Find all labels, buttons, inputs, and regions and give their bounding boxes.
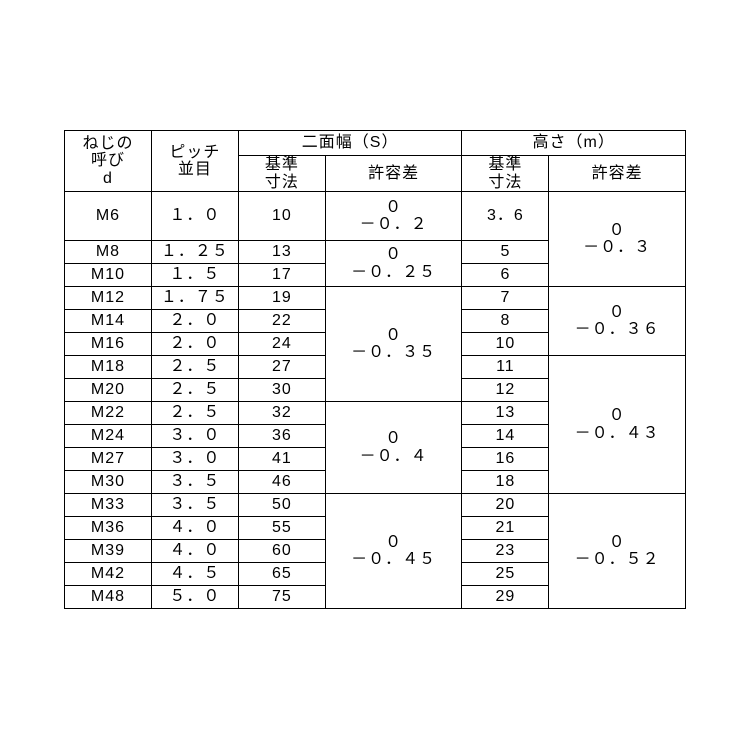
cell-d: M18 [65,356,152,379]
cell-m: 11 [462,356,549,379]
cell-m: 13 [462,402,549,425]
cell-m: 12 [462,379,549,402]
cell-pitch: ５．０ [151,586,238,609]
cell-s-tolerance: ０ －０．３５ [325,287,462,402]
cell-d: M36 [65,517,152,540]
cell-pitch: ４．０ [151,540,238,563]
spec-table: ねじの 呼び dピッチ 並目二面幅（S）高さ（m）基準 寸法許容差基準 寸法許容… [64,130,686,609]
cell-pitch: ３．０ [151,448,238,471]
cell-d: M20 [65,379,152,402]
cell-s: 55 [238,517,325,540]
cell-s: 60 [238,540,325,563]
cell-d: M27 [65,448,152,471]
cell-pitch: ２．５ [151,402,238,425]
cell-pitch: ３．０ [151,425,238,448]
cell-d: M48 [65,586,152,609]
cell-s: 24 [238,333,325,356]
col-header-m-basis: 基準 寸法 [462,156,549,192]
cell-pitch: １．７５ [151,287,238,310]
cell-d: M14 [65,310,152,333]
cell-d: M33 [65,494,152,517]
cell-s-tolerance: ０ －０．２５ [325,241,462,287]
cell-pitch: ３．５ [151,471,238,494]
cell-s: 30 [238,379,325,402]
cell-m: 5 [462,241,549,264]
col-header-s-basis: 基準 寸法 [238,156,325,192]
col-header-s-tol: 許容差 [325,156,462,192]
cell-d: M30 [65,471,152,494]
spec-table-container: ねじの 呼び dピッチ 並目二面幅（S）高さ（m）基準 寸法許容差基準 寸法許容… [64,130,686,609]
cell-m: 16 [462,448,549,471]
cell-s: 10 [238,192,325,241]
cell-m: 25 [462,563,549,586]
cell-s: 17 [238,264,325,287]
cell-s: 27 [238,356,325,379]
cell-m: 29 [462,586,549,609]
cell-d: M39 [65,540,152,563]
cell-m-tolerance: ０ －０．５２ [549,494,686,609]
cell-pitch: ２．５ [151,356,238,379]
col-group-s: 二面幅（S） [238,131,462,156]
cell-pitch: ２．５ [151,379,238,402]
cell-m: 20 [462,494,549,517]
cell-m-tolerance: ０ －０．３６ [549,287,686,356]
cell-m-tolerance: ０ －０．４３ [549,356,686,494]
cell-pitch: ３．５ [151,494,238,517]
cell-s: 32 [238,402,325,425]
cell-pitch: ４．０ [151,517,238,540]
cell-d: M42 [65,563,152,586]
cell-s: 19 [238,287,325,310]
cell-m: 10 [462,333,549,356]
cell-pitch: １．０ [151,192,238,241]
col-header-m-tol: 許容差 [549,156,686,192]
cell-d: M12 [65,287,152,310]
cell-pitch: １．５ [151,264,238,287]
cell-d: M6 [65,192,152,241]
cell-s: 13 [238,241,325,264]
cell-s: 22 [238,310,325,333]
cell-d: M10 [65,264,152,287]
cell-s-tolerance: ０ －０．４５ [325,494,462,609]
cell-s: 36 [238,425,325,448]
table-row: M6１．０10０ －０．２3．6０ －０．３ [65,192,686,241]
cell-pitch: １．２５ [151,241,238,264]
cell-pitch: ２．０ [151,310,238,333]
col-group-m: 高さ（m） [462,131,686,156]
cell-s-tolerance: ０ －０．４ [325,402,462,494]
cell-d: M24 [65,425,152,448]
cell-s: 46 [238,471,325,494]
cell-m: 23 [462,540,549,563]
cell-m: 8 [462,310,549,333]
col-header-pitch: ピッチ 並目 [151,131,238,192]
cell-s-tolerance: ０ －０．２ [325,192,462,241]
cell-d: M8 [65,241,152,264]
cell-m: 21 [462,517,549,540]
cell-m: 6 [462,264,549,287]
cell-pitch: ４．５ [151,563,238,586]
cell-d: M16 [65,333,152,356]
cell-s: 50 [238,494,325,517]
cell-d: M22 [65,402,152,425]
table-row: M12１．７５19０ －０．３５7０ －０．３６ [65,287,686,310]
cell-s: 41 [238,448,325,471]
cell-s: 75 [238,586,325,609]
cell-s: 65 [238,563,325,586]
cell-m: 18 [462,471,549,494]
cell-pitch: ２．０ [151,333,238,356]
cell-m: 7 [462,287,549,310]
cell-m-tolerance: ０ －０．３ [549,192,686,287]
cell-m: 3．6 [462,192,549,241]
table-row: M33３．５50０ －０．４５20０ －０．５２ [65,494,686,517]
col-header-thread: ねじの 呼び d [65,131,152,192]
cell-m: 14 [462,425,549,448]
